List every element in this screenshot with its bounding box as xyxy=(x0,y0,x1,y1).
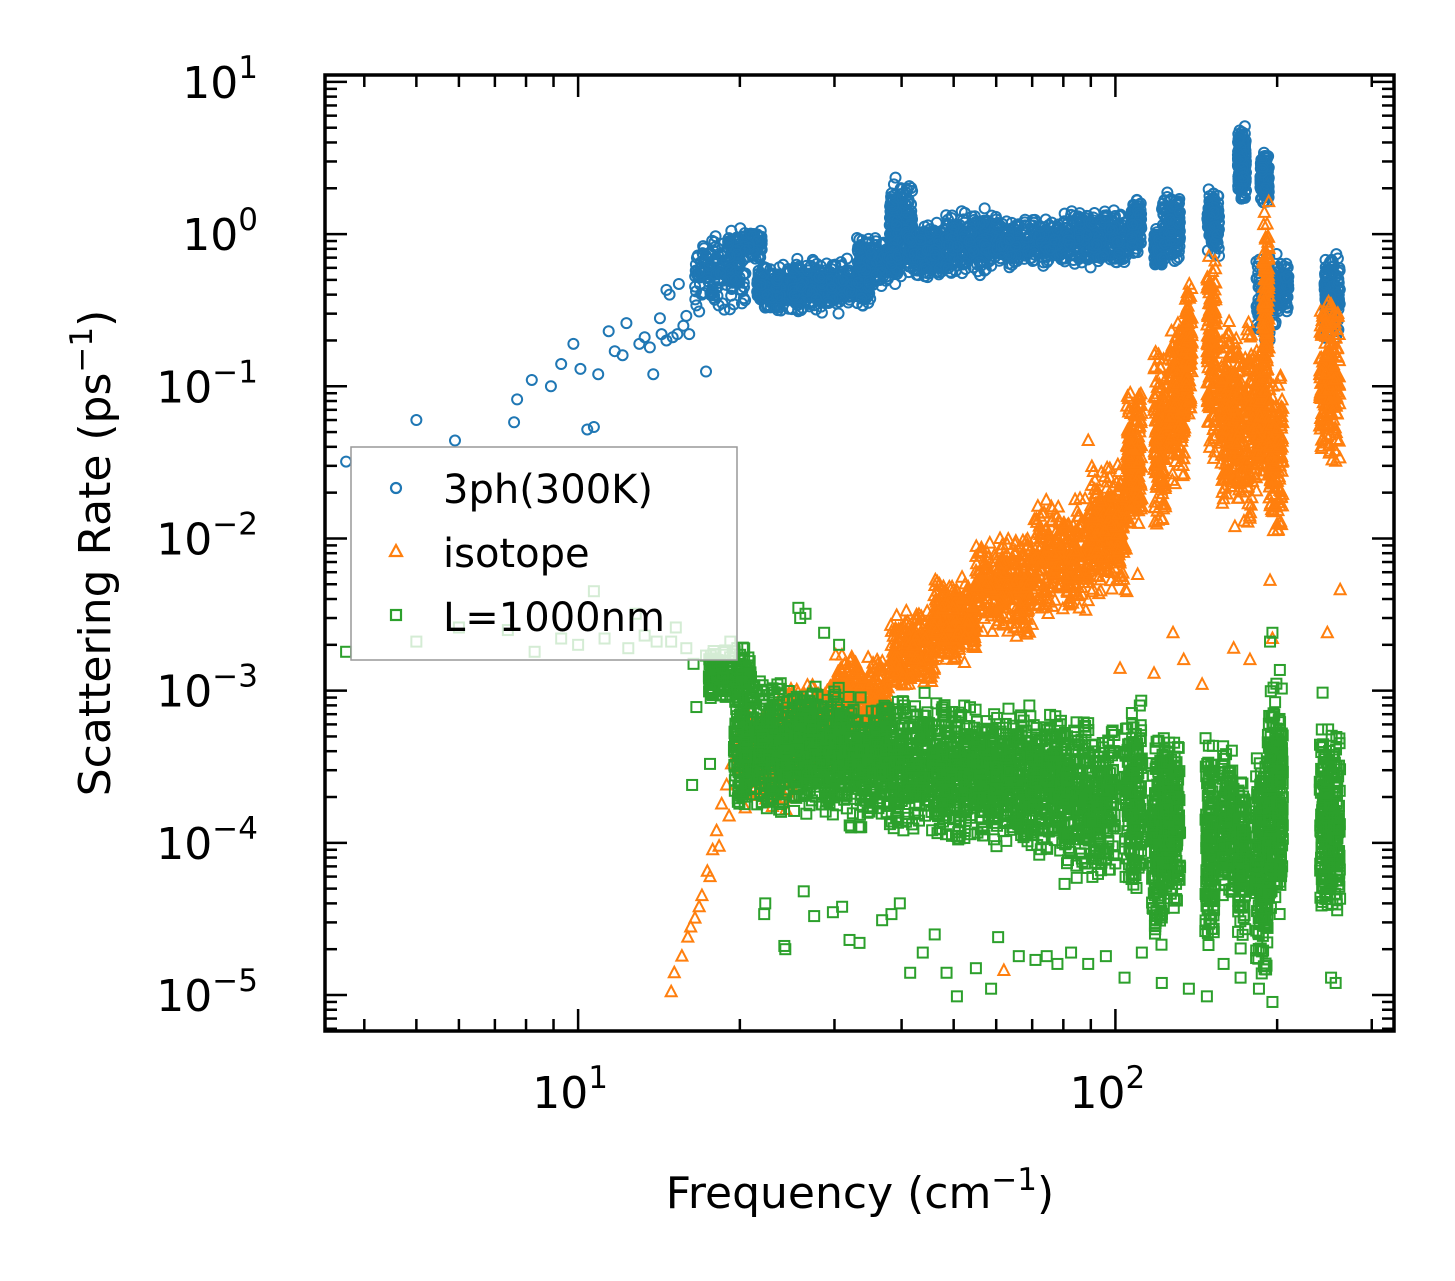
data-point xyxy=(832,307,845,320)
data-point xyxy=(647,368,660,381)
data-point xyxy=(691,249,704,262)
data-point xyxy=(770,281,783,294)
data-point xyxy=(731,248,744,261)
data-point xyxy=(856,299,869,312)
data-point xyxy=(889,171,902,184)
data-point xyxy=(795,280,808,293)
data-point xyxy=(511,393,524,406)
data-point xyxy=(754,278,767,291)
data-point xyxy=(693,305,706,318)
data-point xyxy=(525,373,538,386)
data-point xyxy=(792,260,805,273)
data-point xyxy=(643,341,656,354)
data-point xyxy=(772,301,785,314)
data-point xyxy=(592,368,605,381)
data-point xyxy=(814,265,827,278)
data-point xyxy=(806,286,819,299)
data-point xyxy=(340,455,353,468)
data-point xyxy=(555,358,568,371)
data-point xyxy=(982,534,997,549)
data-point xyxy=(680,309,693,322)
data-point xyxy=(738,281,751,294)
data-point xyxy=(825,281,838,294)
data-point xyxy=(716,297,729,310)
data-point xyxy=(774,304,787,317)
data-point xyxy=(723,250,736,263)
data-point xyxy=(810,292,823,305)
data-point xyxy=(822,297,835,310)
data-point xyxy=(620,317,633,330)
data-point xyxy=(855,292,868,305)
data-point xyxy=(792,303,805,316)
data-point xyxy=(567,337,580,350)
data-point xyxy=(704,287,717,300)
data-point xyxy=(735,297,748,310)
data-point xyxy=(804,260,817,273)
data-point xyxy=(602,325,615,338)
data-point xyxy=(978,202,991,215)
series-circle xyxy=(340,120,1346,468)
data-point xyxy=(829,258,842,271)
data-point xyxy=(633,337,646,350)
data-point xyxy=(703,259,716,272)
data-point xyxy=(860,649,876,663)
data-point xyxy=(770,274,783,287)
data-point xyxy=(653,312,666,325)
data-point xyxy=(734,222,747,235)
data-point xyxy=(739,267,752,280)
data-point xyxy=(700,365,713,378)
data-point xyxy=(791,252,804,265)
data-point xyxy=(508,416,521,429)
data-point xyxy=(744,227,757,240)
data-point xyxy=(889,607,904,622)
data-point xyxy=(825,274,838,287)
data-point xyxy=(410,414,423,427)
data-point xyxy=(843,284,856,297)
data-point xyxy=(899,602,914,617)
data-point xyxy=(813,271,826,284)
data-point xyxy=(790,258,803,271)
data-point xyxy=(788,289,801,302)
plot-area xyxy=(340,120,1348,1008)
data-point xyxy=(723,232,736,245)
data-point xyxy=(448,434,461,447)
data-point xyxy=(723,303,736,316)
data-point xyxy=(832,273,845,286)
data-point xyxy=(698,242,711,255)
data-point xyxy=(690,299,703,312)
data-point xyxy=(803,300,816,313)
data-point xyxy=(672,277,685,290)
data-point xyxy=(725,289,738,302)
data-point xyxy=(722,238,735,251)
data-point xyxy=(729,273,742,286)
data-point xyxy=(711,281,724,294)
series-layer xyxy=(340,120,1348,1008)
data-point xyxy=(761,288,774,301)
data-point xyxy=(837,274,850,287)
data-point xyxy=(806,253,819,266)
data-point xyxy=(787,282,800,295)
data-point xyxy=(826,260,839,273)
data-point xyxy=(638,331,651,344)
data-point xyxy=(574,362,587,375)
data-point xyxy=(544,380,557,393)
data-point xyxy=(693,266,706,279)
data-point xyxy=(683,328,696,341)
data-point xyxy=(708,236,721,249)
data-point xyxy=(751,234,764,247)
